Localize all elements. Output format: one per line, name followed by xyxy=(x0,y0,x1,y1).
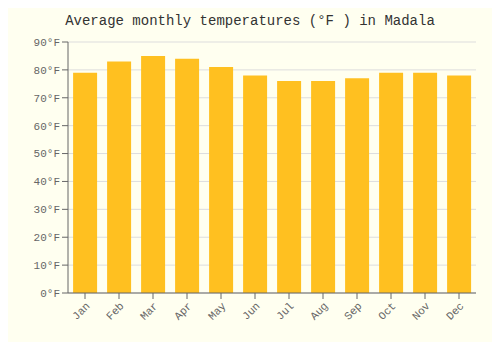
svg-text:10°F: 10°F xyxy=(34,260,60,272)
svg-text:40°F: 40°F xyxy=(34,176,60,188)
svg-text:Aug: Aug xyxy=(308,300,330,322)
svg-text:Oct: Oct xyxy=(376,300,398,322)
svg-text:60°F: 60°F xyxy=(34,121,60,133)
svg-text:70°F: 70°F xyxy=(34,93,60,105)
svg-text:May: May xyxy=(206,300,229,323)
svg-text:Nov: Nov xyxy=(410,300,433,323)
svg-text:Jul: Jul xyxy=(274,300,296,322)
svg-text:Sep: Sep xyxy=(342,300,364,322)
svg-text:Apr: Apr xyxy=(172,300,194,322)
svg-text:80°F: 80°F xyxy=(34,65,60,77)
svg-text:0°F: 0°F xyxy=(40,288,60,300)
svg-text:20°F: 20°F xyxy=(34,232,60,244)
svg-text:50°F: 50°F xyxy=(34,148,60,160)
svg-text:30°F: 30°F xyxy=(34,204,60,216)
svg-text:Jun: Jun xyxy=(240,300,262,322)
svg-text:90°F: 90°F xyxy=(34,37,60,49)
svg-text:Mar: Mar xyxy=(138,300,160,322)
svg-text:Dec: Dec xyxy=(444,300,466,322)
svg-text:Feb: Feb xyxy=(104,300,126,322)
svg-text:Jan: Jan xyxy=(70,300,92,322)
html-text:Average monthly temperatures (: Average monthly temperatures (°F ) in Ma… xyxy=(65,13,435,29)
